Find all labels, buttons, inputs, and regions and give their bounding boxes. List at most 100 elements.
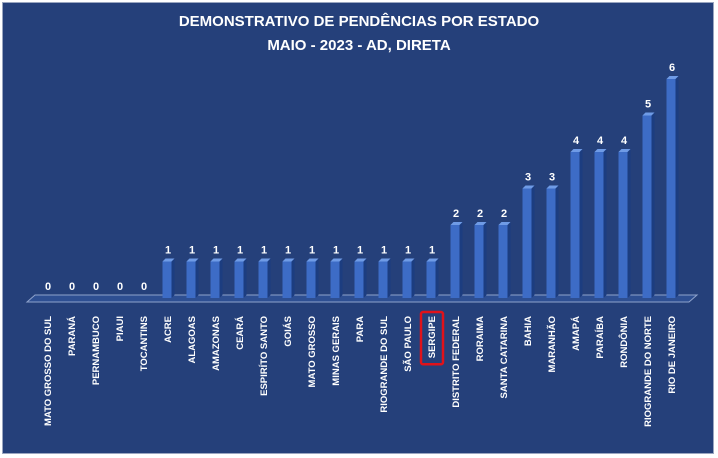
bar bbox=[594, 152, 604, 298]
bar bbox=[402, 261, 412, 298]
data-label: 0 bbox=[69, 281, 75, 293]
tick-label: MATO GROSSO bbox=[307, 316, 318, 387]
data-label: 5 bbox=[645, 99, 651, 111]
bar-side bbox=[531, 185, 535, 298]
tick-label: PARANÁ bbox=[67, 316, 78, 356]
bar-side bbox=[315, 258, 319, 298]
bar bbox=[354, 261, 364, 298]
tick-label: ACRE bbox=[163, 316, 174, 343]
tick-label: ALAGOAS bbox=[187, 316, 198, 364]
tick-label: PERNAMBUCO bbox=[91, 316, 102, 385]
bar-top bbox=[234, 258, 247, 262]
bar-top bbox=[594, 149, 607, 152]
tick-label: CEARÁ bbox=[235, 316, 246, 350]
data-label: 2 bbox=[477, 208, 483, 220]
data-label: 1 bbox=[213, 245, 219, 257]
bar-side bbox=[675, 76, 679, 298]
data-label: 4 bbox=[597, 135, 604, 147]
bar-top bbox=[210, 258, 223, 262]
bar-side bbox=[603, 149, 607, 298]
data-label: 1 bbox=[165, 245, 171, 257]
bar-side bbox=[195, 258, 199, 298]
data-label: 3 bbox=[549, 172, 555, 184]
bar-top bbox=[474, 222, 487, 225]
bar-top bbox=[354, 258, 367, 262]
bar-top bbox=[162, 258, 175, 262]
bar-side bbox=[387, 258, 391, 298]
bar bbox=[234, 261, 244, 298]
bar bbox=[282, 261, 292, 298]
bar bbox=[450, 225, 460, 298]
bar-top bbox=[570, 149, 583, 152]
tick-label: SERGIPE bbox=[427, 316, 438, 358]
data-label: 0 bbox=[141, 281, 147, 293]
bar bbox=[258, 261, 268, 298]
bar-side bbox=[219, 258, 223, 298]
bar-side bbox=[291, 258, 295, 298]
bar-top bbox=[498, 222, 511, 225]
bar-side bbox=[171, 258, 175, 298]
bar-side bbox=[363, 258, 367, 298]
bar bbox=[330, 261, 340, 298]
data-label: 1 bbox=[381, 245, 387, 257]
tick-label: ESPIRÍTO SANTO bbox=[259, 316, 270, 396]
bar-top bbox=[306, 258, 319, 262]
bar bbox=[642, 115, 652, 298]
bar bbox=[498, 225, 508, 298]
data-label: 2 bbox=[501, 208, 507, 220]
bar-top bbox=[666, 76, 679, 79]
data-label: 1 bbox=[429, 245, 435, 257]
data-label: 1 bbox=[237, 245, 243, 257]
bar bbox=[618, 152, 628, 298]
bar-side bbox=[411, 258, 415, 298]
bar-side bbox=[555, 185, 559, 298]
bar-side bbox=[243, 258, 247, 298]
data-label: 6 bbox=[669, 62, 675, 74]
tick-label: SANTA CATARINA bbox=[499, 316, 510, 399]
bar bbox=[186, 261, 196, 298]
chart-title: DEMONSTRATIVO DE PENDÊNCIAS POR ESTADO bbox=[178, 13, 540, 30]
bar-side bbox=[459, 222, 463, 298]
tick-label: SÃO PAULO bbox=[403, 316, 414, 372]
bar bbox=[546, 188, 556, 298]
bar-side bbox=[507, 222, 511, 298]
tick-label: TOCANTINS bbox=[139, 316, 150, 371]
bar bbox=[474, 225, 484, 298]
tick-label: MATO GROSSO DO SUL bbox=[43, 316, 54, 426]
data-label: 1 bbox=[261, 245, 267, 257]
tick-label: RIOGRANDE DO SUL bbox=[379, 316, 390, 413]
bar-side bbox=[435, 258, 439, 298]
bar bbox=[210, 261, 220, 298]
bar bbox=[666, 79, 676, 298]
data-label: 4 bbox=[573, 135, 580, 147]
bar bbox=[162, 261, 172, 298]
data-label: 1 bbox=[189, 245, 195, 257]
tick-label: MARANHÃO bbox=[547, 316, 558, 372]
highlight-box bbox=[419, 310, 445, 366]
data-label: 2 bbox=[453, 208, 459, 220]
data-label: 0 bbox=[93, 281, 99, 293]
data-label: 1 bbox=[285, 245, 291, 257]
data-label: 4 bbox=[621, 135, 628, 147]
data-label: 1 bbox=[405, 245, 411, 257]
data-label: 0 bbox=[45, 281, 51, 293]
bar-top bbox=[330, 258, 343, 262]
tick-label: RORAIMA bbox=[475, 316, 486, 362]
bar-top bbox=[546, 185, 559, 189]
data-label: 0 bbox=[117, 281, 123, 293]
tick-label: PARAÍBA bbox=[595, 316, 606, 359]
tick-label: AMAPÁ bbox=[571, 316, 582, 351]
bar-side bbox=[627, 149, 631, 298]
bar-top bbox=[426, 258, 439, 262]
bar-top bbox=[282, 258, 295, 262]
bar-top bbox=[522, 185, 535, 189]
bar-side bbox=[579, 149, 583, 298]
tick-label: AMAZONAS bbox=[211, 316, 222, 371]
bar-top bbox=[450, 222, 463, 225]
tick-label: MINAS GERAIS bbox=[331, 316, 342, 386]
data-label: 3 bbox=[525, 172, 531, 184]
bar-side bbox=[267, 258, 271, 298]
tick-label: DISTRITO FEDERAL bbox=[451, 316, 462, 408]
bar bbox=[426, 261, 436, 298]
